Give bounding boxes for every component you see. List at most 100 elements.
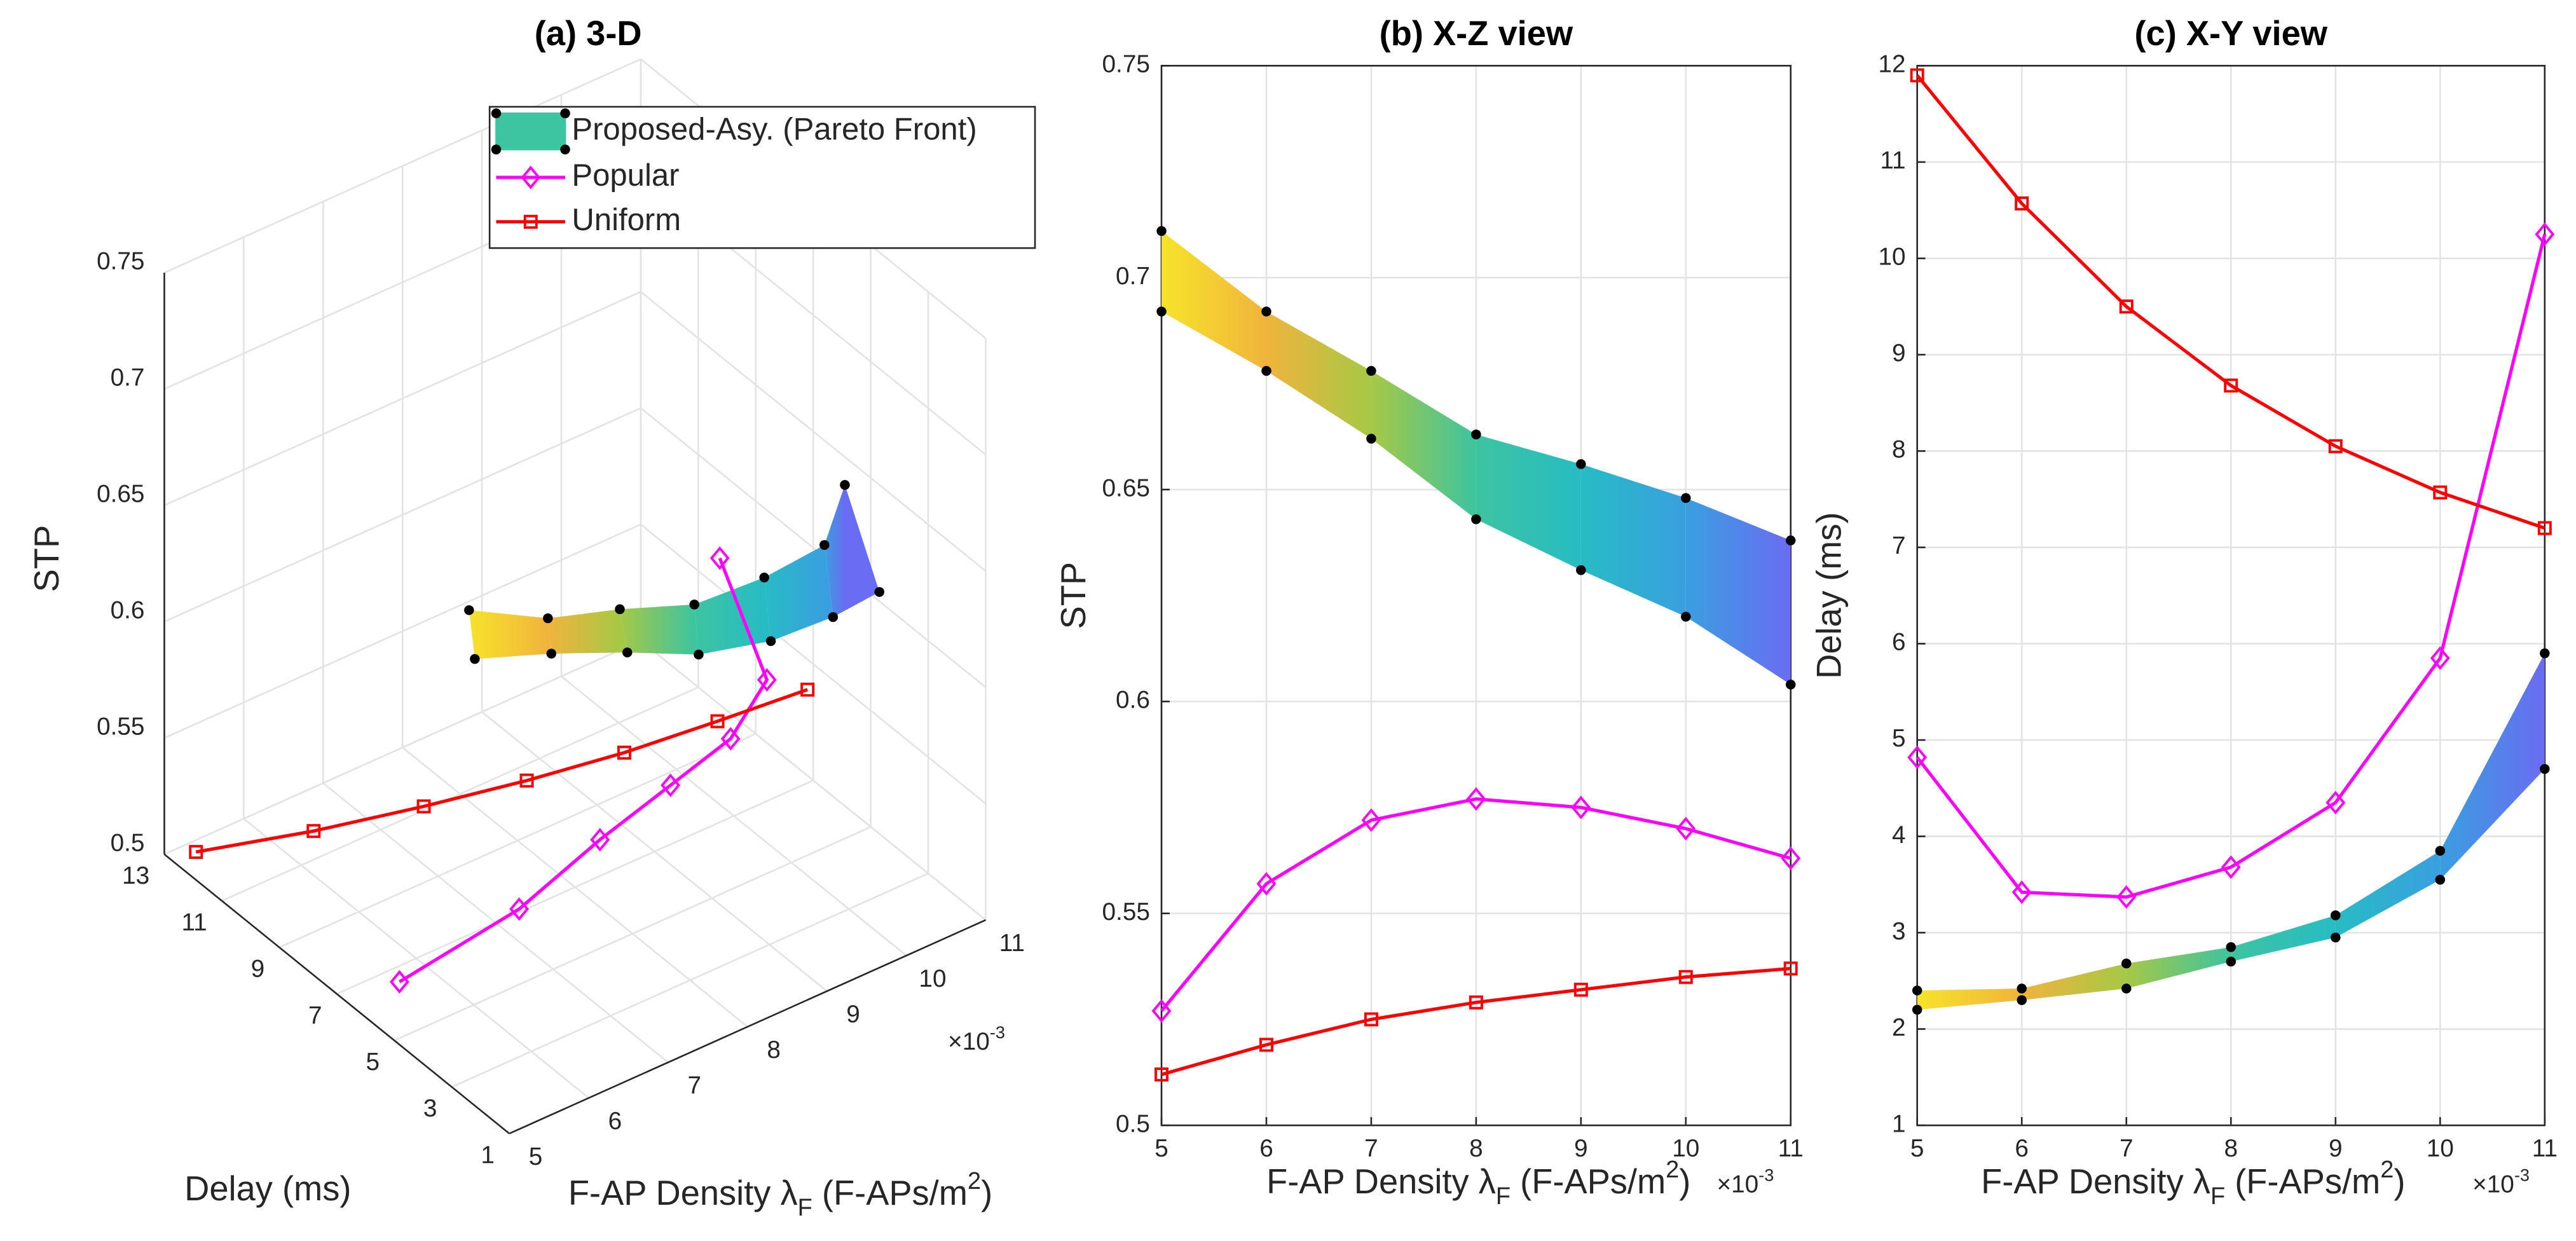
plot-box (1916, 65, 2546, 1127)
legend-box (488, 106, 1036, 249)
y-tick-label: 0.65 (1102, 474, 1150, 502)
grid-line (163, 407, 641, 622)
y-axis-label: Delay (ms) (1811, 512, 1849, 679)
axis-multiplier: ×10-3 (948, 1022, 1005, 1056)
marker (519, 773, 534, 788)
marker (710, 714, 725, 729)
x-tick-label: 11 (1778, 1135, 1804, 1162)
x-tick-label: 6 (608, 1107, 622, 1135)
x-tick-label: 10 (1672, 1135, 1699, 1162)
y-tick-label: 9 (1892, 339, 1906, 367)
label-part: F (1496, 1183, 1511, 1210)
pareto-point (765, 636, 776, 647)
grid-line (278, 733, 757, 949)
x-tick-label: 9 (2329, 1135, 2343, 1162)
marker (709, 546, 730, 570)
pareto-point (2121, 958, 2132, 969)
x-tick-label: 5 (529, 1143, 543, 1170)
pareto-point (1366, 366, 1376, 376)
marker (1361, 808, 1381, 832)
y-tick-label: 1 (1892, 1110, 1906, 1137)
pareto-point (464, 605, 474, 615)
label-part: -3 (1758, 1165, 1774, 1184)
pareto-front-segment (1371, 371, 1476, 519)
chart-title: (a) 3-D (535, 15, 642, 53)
pareto-point (1576, 459, 1586, 469)
label-part: ×10 (1716, 1171, 1758, 1198)
pareto-front-segment (824, 484, 880, 617)
pareto-point (1261, 306, 1271, 317)
x-tick-label: 7 (688, 1072, 702, 1099)
x-tick-label: 5 (1910, 1135, 1924, 1162)
grid-line (640, 523, 987, 805)
y-tick-label: 10 (1878, 243, 1905, 271)
y-tick-label: 13 (122, 862, 149, 889)
marker (2011, 880, 2032, 904)
label-part: 2 (1666, 1156, 1679, 1183)
z-tick-label: 0.6 (111, 597, 145, 624)
label-part: 2 (2380, 1156, 2394, 1183)
marker (2430, 646, 2450, 670)
label-part: (F-APs/m (2225, 1163, 2380, 1201)
marker (1151, 999, 1172, 1023)
marker (590, 828, 610, 852)
axis-line (163, 853, 510, 1135)
y-tick-label: 11 (181, 908, 207, 936)
marker (2537, 521, 2552, 535)
pareto-front-segment (1580, 464, 1686, 617)
label-part: (F-APs/m (1511, 1163, 1666, 1201)
pareto-point (1681, 612, 1691, 622)
pareto-point (1261, 366, 1271, 376)
label-part: ) (1679, 1163, 1690, 1201)
legend-swatch-point (560, 108, 570, 119)
pareto-point (759, 572, 769, 583)
y-axis-label: Delay (ms) (184, 1170, 351, 1208)
marker (1678, 970, 1693, 984)
y-tick-label: 6 (1892, 629, 1906, 656)
pareto-front-segment (619, 604, 699, 655)
pareto-front-segment (2022, 963, 2127, 1001)
pareto-point (2226, 956, 2237, 967)
grid-line (640, 640, 987, 921)
y-tick-label: 4 (1892, 821, 1906, 849)
label-part: F (798, 1195, 812, 1221)
x-axis-label: F-AP Density λF (F-APs/m2) (1266, 1156, 1690, 1210)
legend-label: Popular (572, 158, 679, 193)
x-tick-label: 7 (1364, 1135, 1378, 1162)
y-tick-label: 0.6 (1116, 687, 1150, 714)
z-tick-label: 0.5 (111, 829, 145, 856)
pareto-front-segment (1161, 231, 1266, 371)
label-part: -3 (2514, 1165, 2530, 1184)
pareto-point (622, 647, 633, 658)
y-tick-label: 1 (481, 1141, 495, 1169)
pareto-point (2331, 910, 2341, 921)
series-line (195, 688, 809, 854)
y-axis-label: STP (1055, 562, 1093, 629)
marker (1469, 995, 1483, 1010)
pareto-point (1471, 429, 1481, 440)
pareto-front-segment (1917, 988, 2022, 1010)
marker (2116, 885, 2137, 909)
pareto-point (1785, 535, 1796, 545)
series-line (1915, 233, 2547, 899)
grid-line (163, 640, 641, 855)
z-tick-label: 0.65 (97, 481, 144, 508)
y-tick-label: 12 (1878, 51, 1905, 78)
pareto-point (1785, 679, 1796, 690)
y-tick-label: 0.5 (1116, 1110, 1150, 1137)
pareto-front-segment (469, 610, 552, 659)
grid-line (451, 872, 929, 1088)
pareto-point (840, 479, 850, 490)
x-tick-label: 8 (767, 1036, 781, 1064)
y-tick-label: 7 (1892, 532, 1906, 559)
grid-line (394, 826, 872, 1041)
label-part: -3 (990, 1022, 1005, 1042)
marker (1783, 961, 1798, 976)
pareto-point (1681, 493, 1691, 504)
marker (617, 745, 631, 760)
y-tick-label: 9 (251, 956, 265, 983)
y-tick-label: 11 (1880, 147, 1905, 174)
pareto-point (2540, 764, 2550, 774)
pareto-point (694, 649, 704, 660)
pareto-point (2121, 984, 2132, 994)
